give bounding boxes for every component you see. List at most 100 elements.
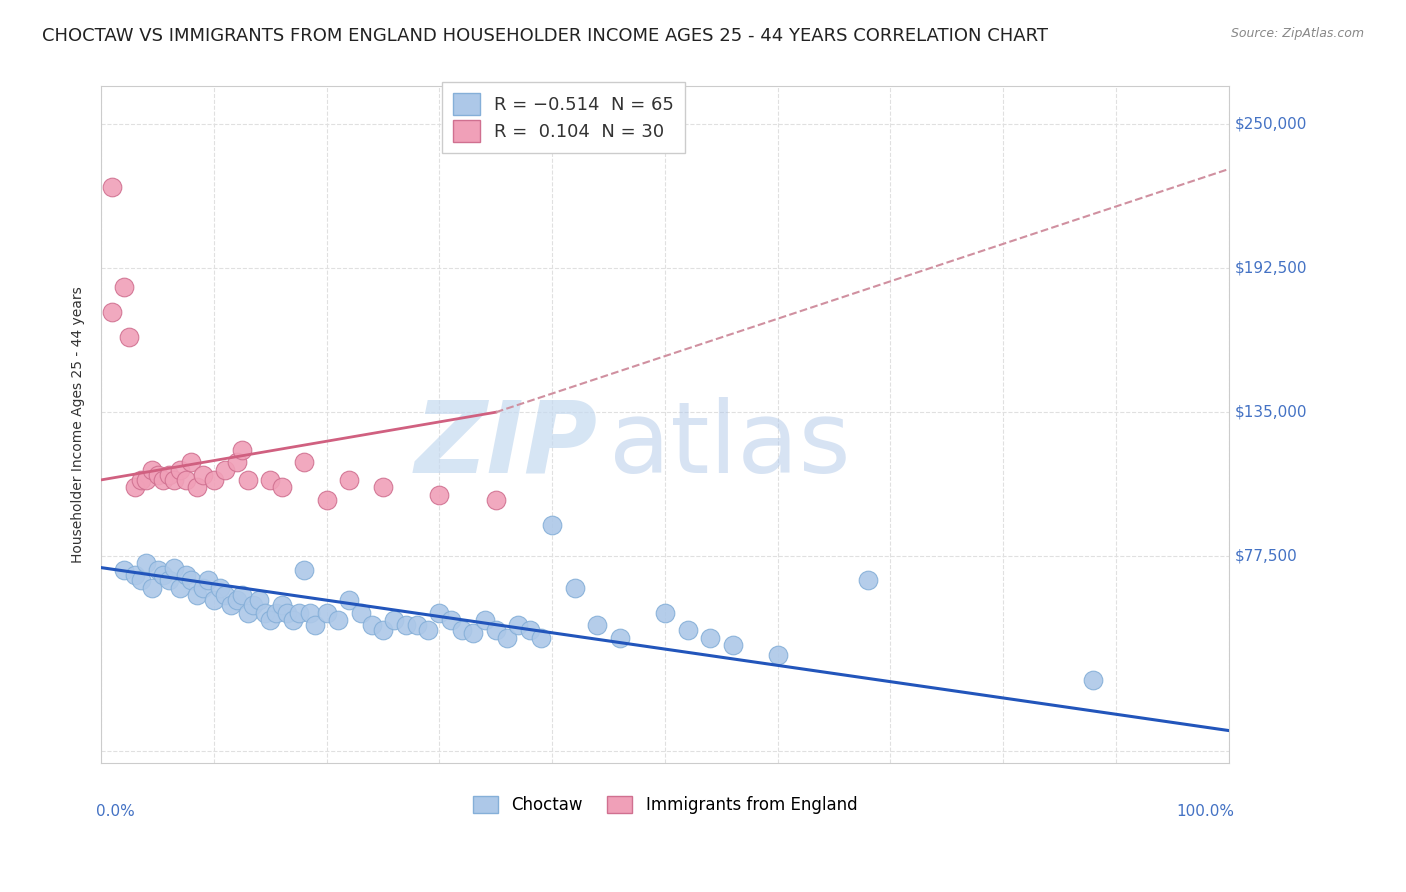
Point [654,606,676,620]
Point [304,618,326,632]
Point [264,606,287,620]
Point [699,631,721,645]
Point [564,581,586,595]
Point [157,573,180,587]
Point [496,631,519,645]
Text: $77,500: $77,500 [1234,549,1298,564]
Text: CHOCTAW VS IMMIGRANTS FROM ENGLAND HOUSEHOLDER INCOME AGES 25 - 44 YEARS CORRELA: CHOCTAW VS IMMIGRANTS FROM ENGLAND HOUSE… [42,27,1049,45]
Point [236,473,259,487]
Text: ZIP: ZIP [415,397,598,493]
Point [169,581,191,595]
Point [440,613,463,627]
Text: $250,000: $250,000 [1234,117,1306,131]
Point [101,305,124,319]
Point [586,618,609,632]
Text: atlas: atlas [609,397,851,493]
Point [337,593,360,607]
Point [231,442,253,457]
Point [429,488,451,502]
Point [135,473,157,487]
Point [180,573,202,587]
Point [186,480,208,494]
Point [214,463,236,477]
Point [676,624,699,638]
Point [174,568,197,582]
Point [406,618,429,632]
Point [766,648,789,663]
Point [463,625,485,640]
Point [225,593,247,607]
Point [202,593,225,607]
Point [298,606,321,620]
Point [371,480,394,494]
Point [315,492,337,507]
Point [118,330,141,344]
Point [253,606,276,620]
Point [219,598,242,612]
Text: $192,500: $192,500 [1234,260,1306,276]
Point [152,568,174,582]
Point [169,463,191,477]
Point [152,473,174,487]
Point [157,467,180,482]
Point [276,606,298,620]
Point [721,638,744,652]
Point [541,518,564,533]
Point [186,588,208,602]
Point [371,624,394,638]
Point [141,463,163,477]
Point [141,581,163,595]
Legend: Choctaw, Immigrants from England: Choctaw, Immigrants from England [464,788,866,822]
Text: Source: ZipAtlas.com: Source: ZipAtlas.com [1230,27,1364,40]
Point [146,467,169,482]
Point [231,588,253,602]
Point [292,455,315,469]
Point [519,624,541,638]
Point [485,492,508,507]
Point [163,560,186,574]
Point [101,179,124,194]
Point [191,581,214,595]
Point [135,556,157,570]
Y-axis label: Householder Income Ages 25 - 44 years: Householder Income Ages 25 - 44 years [72,286,86,563]
Point [349,606,371,620]
Point [315,606,337,620]
Point [236,606,259,620]
Point [326,613,349,627]
Point [129,473,152,487]
Point [112,563,135,577]
Point [485,624,508,638]
Point [856,573,879,587]
Point [129,573,152,587]
Point [337,473,360,487]
Point [429,606,451,620]
Text: 100.0%: 100.0% [1177,804,1234,819]
Point [174,473,197,487]
Point [292,563,315,577]
Point [259,613,281,627]
Point [242,598,264,612]
Point [191,467,214,482]
Point [208,581,231,595]
Point [146,563,169,577]
Point [287,606,309,620]
Text: $135,000: $135,000 [1234,405,1306,420]
Point [259,473,281,487]
Point [451,624,474,638]
Point [609,631,631,645]
Point [395,618,418,632]
Point [163,473,186,487]
Point [474,613,496,627]
Point [202,473,225,487]
Point [112,280,135,294]
Point [180,455,202,469]
Point [124,480,146,494]
Point [247,593,270,607]
Point [382,613,405,627]
Point [281,613,304,627]
Point [270,598,292,612]
Point [418,624,440,638]
Point [360,618,382,632]
Point [124,568,146,582]
Point [508,618,530,632]
